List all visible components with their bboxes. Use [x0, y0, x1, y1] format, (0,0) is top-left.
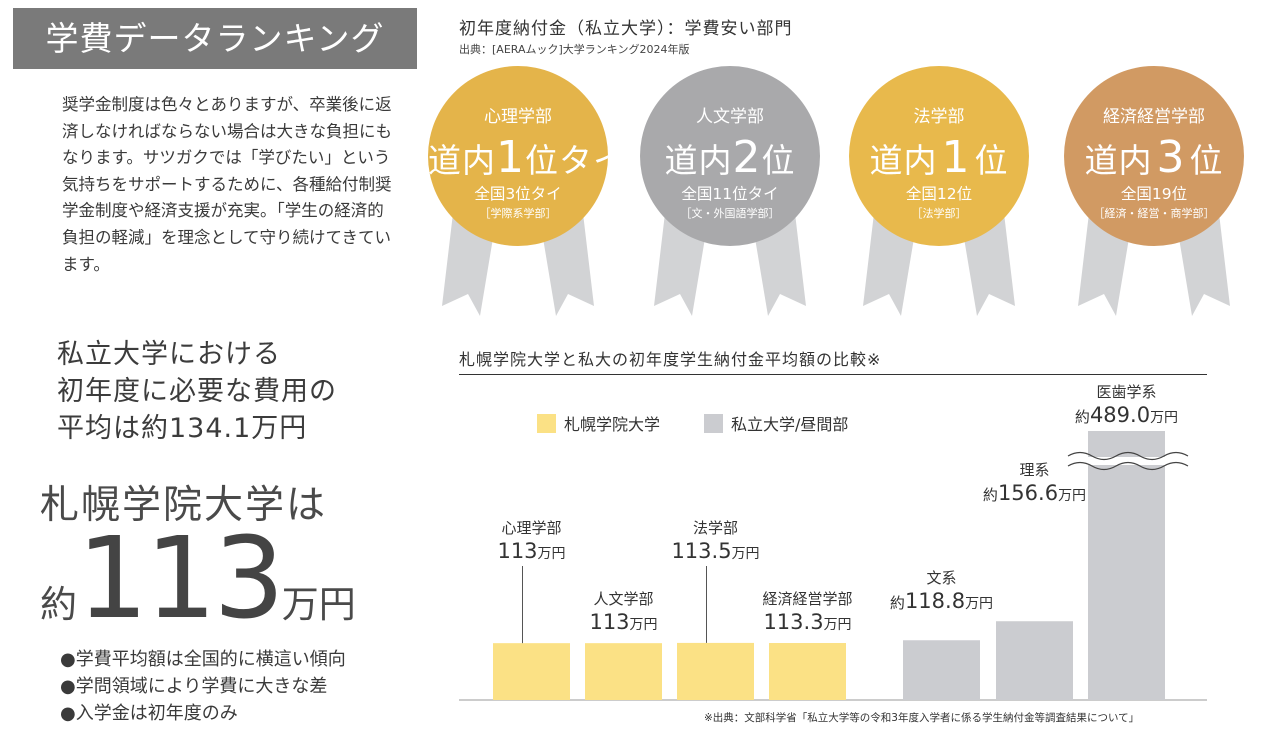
- legend-label: 札幌学院大学: [564, 415, 661, 434]
- bar-value-label: 約118.8万円: [890, 589, 993, 613]
- chart-top-rule: [459, 374, 1207, 375]
- medal-dept: 人文学部: [696, 107, 764, 127]
- medal-national-rank: 全国12位: [905, 185, 973, 203]
- bullet-item: ●入学金は初年度のみ: [60, 703, 238, 724]
- medal-rank: 道内1位タイ: [428, 132, 627, 183]
- bar-value-label: 約489.0万円: [1075, 403, 1178, 427]
- average-line-2: 初年度に必要な費用の: [57, 376, 337, 407]
- page-title: 学費データランキング: [13, 8, 417, 69]
- bullet-item: ●学費平均額は全国的に横這い傾向: [60, 649, 346, 670]
- average-cost-text: 私立大学における 初年度に必要な費用の 平均は約134.1万円: [57, 336, 417, 447]
- bullet-list: ●学費平均額は全国的に横這い傾向 ●学問領域により学費に大きな差 ●入学金は初年…: [60, 646, 346, 727]
- bar-心理学部: [493, 643, 570, 700]
- medal-category: ［経済・経営・商学部］: [1093, 207, 1215, 220]
- medal-psychology: 心理学部 道内1位タイ 全国3位タイ ［学際系学部］: [428, 66, 627, 316]
- legend-swatch: [537, 414, 556, 433]
- bar-理系: [996, 621, 1073, 700]
- intro-text: 奨学金制度は色々とありますが、卒業後に返済しなければならない場合は大きな負担にも…: [62, 95, 392, 274]
- ranking-source: 出典：[AERAムック]大学ランキング2024年版: [459, 43, 690, 56]
- bar-category-label: 心理学部: [501, 519, 561, 537]
- bar-category-label: 文系: [926, 569, 956, 587]
- chart-title: 札幌学院大学と私大の初年度学生納付金平均額の比較※: [459, 350, 882, 369]
- average-line-1: 私立大学における: [57, 339, 281, 370]
- medal-disc: 人文学部 道内2位 全国11位タイ ［文・外国語学部］: [640, 66, 820, 246]
- medal-rank: 道内3 位: [1084, 132, 1224, 183]
- medal-rank: 道内2位: [664, 132, 796, 183]
- bar-category-label: 法学部: [693, 519, 738, 537]
- axis-break-mark: [1067, 451, 1189, 461]
- ranking-title: 初年度納付金（私立大学）：学費安い部門: [459, 19, 793, 39]
- school-cost: 約113万円: [40, 514, 356, 644]
- bar-category-label: 理系: [1019, 461, 1049, 479]
- medal-national-rank: 全国19位: [1120, 185, 1188, 203]
- bar-category-label: 医歯学系: [1096, 383, 1156, 401]
- medal-category: ［法学部］: [911, 207, 967, 220]
- medal-economics: 経済経営学部 道内3 位 全国19位 ［経済・経営・商学部］: [1064, 66, 1244, 316]
- cost-amount: 113: [77, 514, 285, 644]
- medal-disc: 経済経営学部 道内3 位 全国19位 ［経済・経営・商学部］: [1064, 66, 1244, 246]
- medal-dept: 法学部: [913, 107, 965, 127]
- average-line-3: 平均は約134.1万円: [57, 413, 308, 444]
- bar-医歯学系: [1088, 431, 1165, 700]
- bar-value-label: 113.3万円: [763, 610, 851, 634]
- medal-national-rank: 全国11位タイ: [681, 185, 779, 203]
- medal-disc: 法学部 道内1 位 全国12位 ［法学部］: [849, 66, 1029, 246]
- bar-value-label: 113万円: [589, 610, 657, 634]
- bar-人文学部: [585, 643, 662, 700]
- medal-humanities: 人文学部 道内2位 全国11位タイ ［文・外国語学部］: [640, 66, 820, 316]
- medal-category: ［文・外国語学部］: [680, 207, 780, 220]
- bar-category-label: 人文学部: [593, 590, 653, 608]
- legend-swatch: [704, 414, 723, 433]
- bar-value-label: 113万円: [497, 539, 565, 563]
- bar-文系: [903, 640, 980, 700]
- bar-category-label: 経済経営学部: [762, 590, 852, 608]
- legend-item-sgu: 札幌学院大学: [537, 411, 660, 435]
- cost-prefix: 約: [40, 583, 77, 626]
- medal-law: 法学部 道内1 位 全国12位 ［法学部］: [849, 66, 1029, 316]
- medal-dept: 心理学部: [484, 107, 552, 127]
- bar-value-label: 約156.6万円: [983, 481, 1086, 505]
- medal-rank: 道内1 位: [869, 132, 1009, 183]
- medal-dept: 経済経営学部: [1103, 107, 1205, 127]
- bar-経済経営学部: [769, 643, 846, 700]
- chart-source: ※出典：文部科学省「私立大学等の令和3年度入学者に係る学生納付金等調査結果につい…: [704, 712, 1140, 724]
- bullet-item: ●学問領域により学費に大きな差: [60, 676, 328, 697]
- cost-unit: 万円: [281, 583, 356, 626]
- legend-label: 私立大学/昼間部: [731, 415, 849, 434]
- bar-value-label: 113.5万円: [671, 539, 759, 563]
- medal-category: ［学際系学部］: [479, 207, 557, 220]
- legend-item-private: 私立大学/昼間部: [704, 411, 848, 435]
- bar-法学部: [677, 642, 754, 700]
- medal-disc: 心理学部 道内1位タイ 全国3位タイ ［学際系学部］: [428, 66, 627, 246]
- school-name: 札幌学院大学は: [40, 483, 328, 528]
- medal-national-rank: 全国3位タイ: [474, 185, 562, 203]
- axis-break-mark: [1067, 461, 1189, 471]
